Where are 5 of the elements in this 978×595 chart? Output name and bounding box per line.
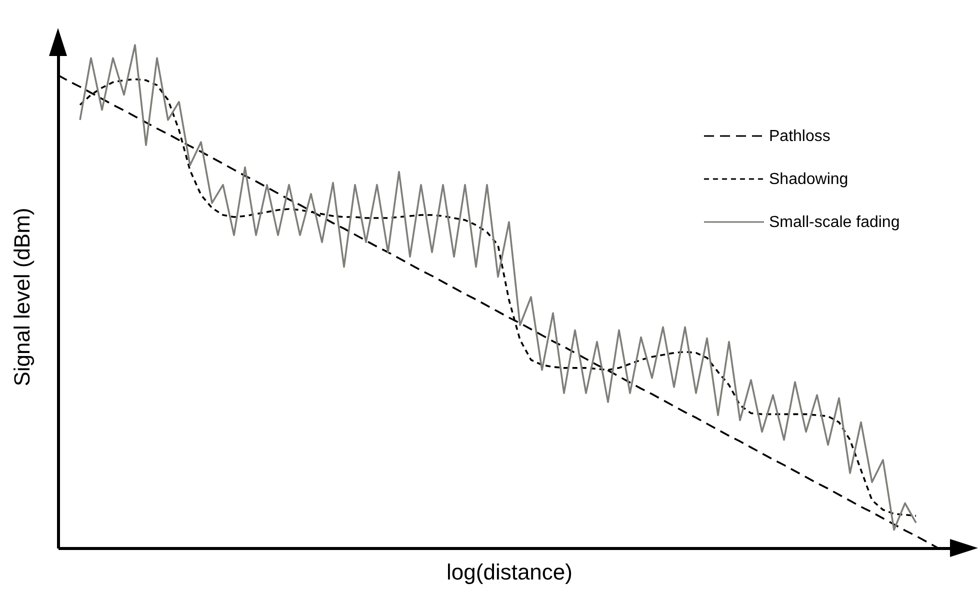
x-axis-title: log(distance) — [446, 560, 572, 584]
legend-label: Small-scale fading — [769, 214, 900, 231]
legend-label: Shadowing — [769, 171, 848, 188]
y-axis-title: Signal level (dBm) — [10, 208, 34, 386]
legend-label: Pathloss — [769, 128, 830, 145]
